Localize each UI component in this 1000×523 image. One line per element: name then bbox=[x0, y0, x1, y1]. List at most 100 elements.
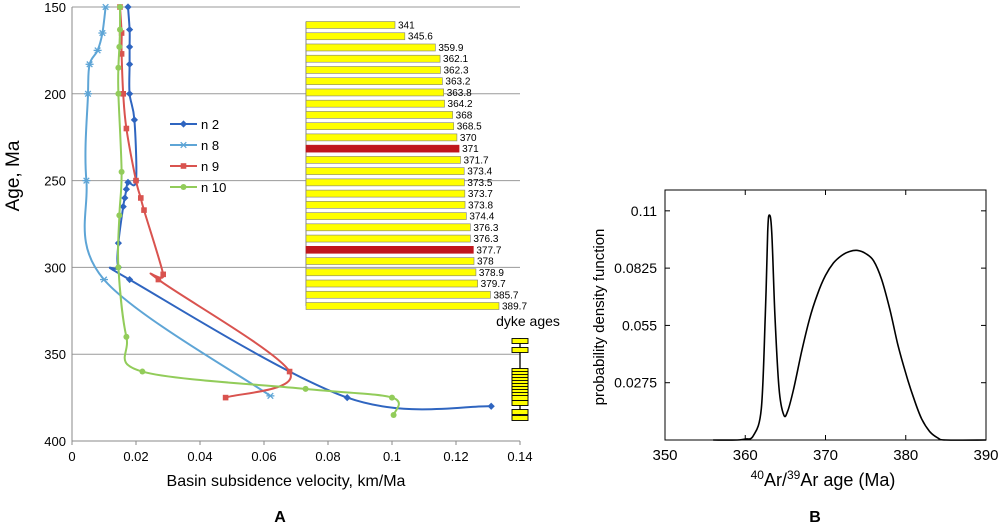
inset-bar bbox=[305, 234, 471, 243]
x-tick-label: 360 bbox=[733, 447, 758, 464]
inset-bar-label: 341 bbox=[398, 21, 415, 32]
dyke-age-tick bbox=[511, 347, 529, 353]
inset-bar-label: 373.7 bbox=[468, 189, 493, 200]
inset-bar bbox=[305, 167, 465, 175]
inset-bar-label: 363.2 bbox=[445, 77, 470, 88]
data-point-n2 bbox=[487, 402, 495, 410]
data-point-n9 bbox=[118, 30, 125, 36]
plot-frame bbox=[664, 189, 987, 441]
series-line-n8 bbox=[83, 6, 271, 397]
inset-bar bbox=[305, 99, 445, 108]
data-point-n10 bbox=[115, 64, 122, 71]
legend-item-n9: n 9 bbox=[170, 159, 219, 174]
legend-label: n 9 bbox=[201, 159, 219, 174]
inset-bar bbox=[305, 144, 460, 153]
inset-bar bbox=[305, 302, 500, 310]
data-point-n8 bbox=[101, 3, 110, 11]
panel-a-grid bbox=[72, 6, 520, 355]
inset-bar-label: 378.9 bbox=[479, 268, 504, 279]
inset-bar bbox=[305, 189, 466, 198]
data-point-n8 bbox=[93, 47, 102, 54]
data-point-n2 bbox=[126, 90, 134, 98]
inset-bar bbox=[305, 156, 461, 164]
x-tick-label: 0.04 bbox=[187, 449, 212, 464]
data-point-n10 bbox=[139, 368, 146, 375]
legend-swatch-marker bbox=[180, 184, 187, 190]
inset-bar-label: 373.8 bbox=[468, 200, 493, 211]
inset-bar-label: 362.3 bbox=[443, 65, 468, 76]
data-point-n10 bbox=[302, 385, 309, 392]
legend-swatch-marker bbox=[180, 163, 187, 169]
panel-a-legend: n 2 n 8 n 9 n 10 bbox=[170, 117, 226, 195]
legend-swatch-marker bbox=[179, 141, 188, 149]
y-tick-label: 350 bbox=[44, 347, 66, 362]
panel-b-label: B bbox=[809, 509, 821, 523]
legend-item-n2: n 2 bbox=[170, 117, 219, 132]
data-point-n10 bbox=[118, 168, 125, 175]
y-tick-label: 0.055 bbox=[622, 317, 657, 333]
inset-bar-label: 373.4 bbox=[467, 167, 492, 178]
panel-a-x-ticks: 0 0.02 0.04 0.06 0.08 0.1 0.12 0.14 bbox=[68, 449, 532, 464]
inset-bar-label: 370 bbox=[460, 133, 477, 144]
inset-bar-label: 364.2 bbox=[448, 99, 473, 110]
inset-bar bbox=[305, 268, 477, 277]
inset-bar bbox=[305, 122, 455, 130]
panel-a-chart: 0 0.02 0.04 0.06 0.08 0.1 0.12 0.14 150 200 250 30… bbox=[3, 0, 560, 523]
data-point-n9 bbox=[120, 91, 126, 97]
data-point-n2 bbox=[121, 194, 129, 202]
inset-bar-label: 385.7 bbox=[493, 290, 518, 301]
inset-bar-label: 368.5 bbox=[457, 122, 482, 133]
data-point-n10 bbox=[115, 264, 122, 271]
x-tick-label: 390 bbox=[973, 447, 998, 464]
inset-bar-label: 377.7 bbox=[476, 245, 501, 256]
panel-b-y-axis-label: probability density function bbox=[591, 229, 608, 406]
data-point-n10 bbox=[117, 4, 123, 10]
inset-bar bbox=[305, 201, 466, 209]
panel-b-axes bbox=[664, 189, 987, 441]
dyke-ages-column bbox=[511, 338, 529, 421]
data-point-n9 bbox=[138, 195, 144, 201]
panel-a-axes bbox=[71, 7, 521, 445]
legend-label: n 2 bbox=[201, 117, 219, 132]
data-point-n2 bbox=[126, 25, 134, 34]
data-point-n2 bbox=[122, 185, 130, 193]
legend-item-n8: n 8 bbox=[170, 138, 219, 153]
data-point-n2 bbox=[124, 3, 132, 11]
data-point-n9 bbox=[141, 207, 147, 213]
dyke-age-tick bbox=[511, 415, 529, 421]
inset-bar bbox=[305, 212, 467, 220]
y-tick-label: 150 bbox=[44, 0, 66, 15]
data-point-n10 bbox=[390, 411, 397, 418]
data-point-n10 bbox=[115, 90, 122, 97]
inset-bar-label: 359.9 bbox=[438, 43, 463, 54]
inset-bar bbox=[305, 178, 465, 187]
x-tick-label: 0.06 bbox=[251, 449, 276, 464]
legend-swatch-marker bbox=[179, 120, 188, 128]
inset-bar bbox=[305, 32, 406, 41]
legend-label: n 10 bbox=[201, 180, 226, 195]
y-tick-label: 0.11 bbox=[631, 203, 657, 219]
dyke-age-tick bbox=[511, 400, 529, 406]
dyke-age-tick bbox=[511, 409, 529, 415]
x-tick-label: 0.14 bbox=[507, 449, 532, 464]
data-point-n10 bbox=[389, 394, 395, 401]
data-point-n9 bbox=[222, 394, 229, 401]
series-line-n9 bbox=[119, 6, 292, 399]
x-tick-label: 0.1 bbox=[383, 449, 401, 464]
inset-bar-label: 379.7 bbox=[481, 279, 506, 290]
inset-bar bbox=[305, 290, 491, 299]
panel-b-series bbox=[713, 214, 987, 441]
y-tick-label: 400 bbox=[44, 434, 66, 449]
y-tick-label: 0.0825 bbox=[614, 260, 657, 276]
data-point-n9 bbox=[118, 51, 125, 57]
panel-a-y-axis-label: Age, Ma bbox=[3, 140, 24, 211]
inset-bar bbox=[305, 223, 471, 232]
data-point-n8 bbox=[84, 90, 92, 98]
data-point-n9 bbox=[160, 271, 166, 278]
panel-a-series bbox=[82, 3, 495, 418]
inset-bar bbox=[305, 54, 441, 63]
data-point-n9 bbox=[286, 368, 293, 375]
data-point-n9 bbox=[123, 125, 130, 132]
inset-bar-label: 345.6 bbox=[408, 32, 433, 43]
